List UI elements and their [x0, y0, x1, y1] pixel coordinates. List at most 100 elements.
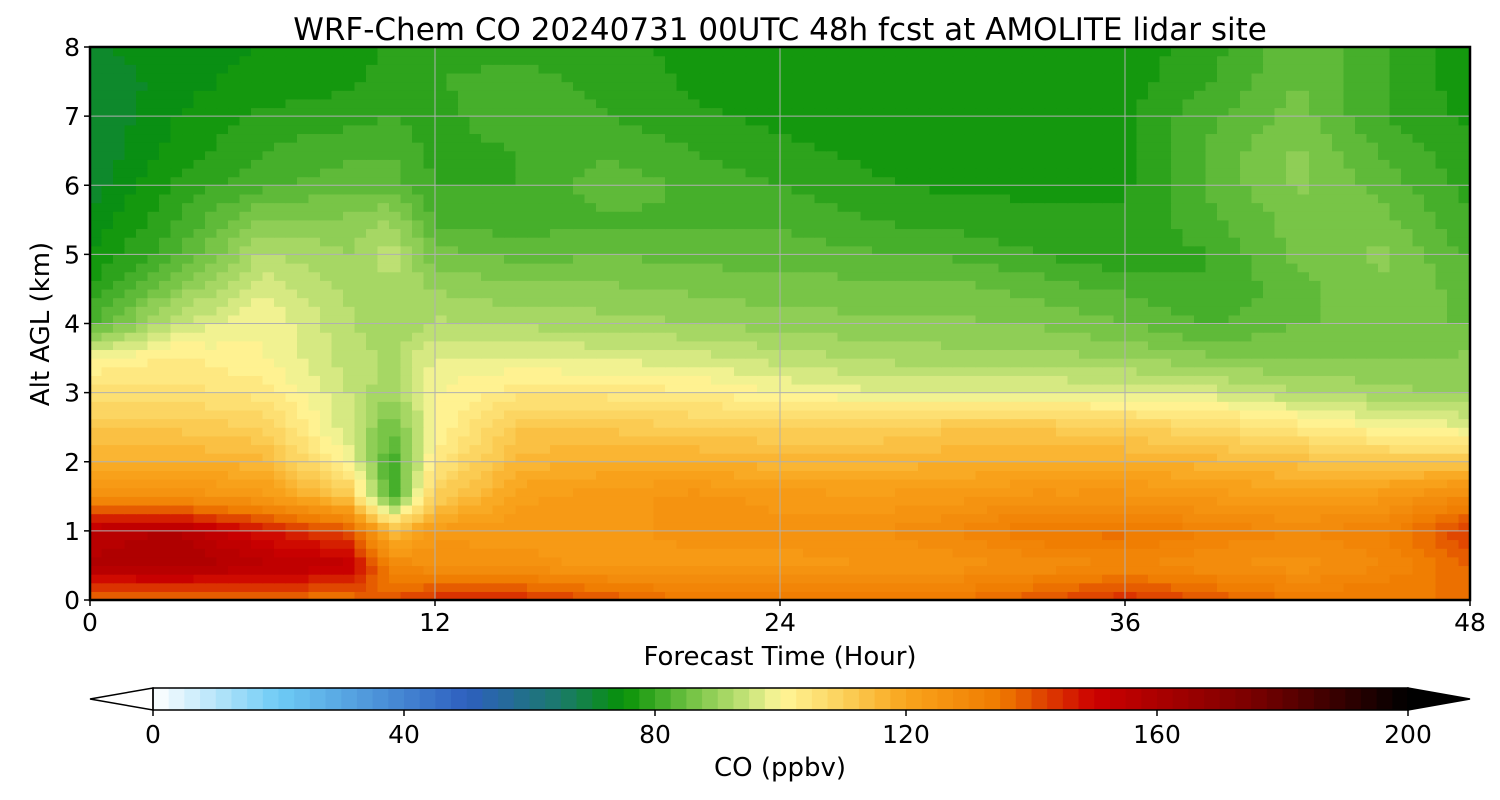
- heatmap-cell: [573, 479, 586, 489]
- heatmap-cell: [446, 444, 459, 454]
- heatmap-cell: [538, 487, 551, 497]
- heatmap-cell: [1148, 418, 1161, 428]
- heatmap-cell: [550, 453, 563, 463]
- heatmap-cell: [113, 245, 126, 255]
- heatmap-cell: [170, 513, 183, 523]
- heatmap-cell: [1297, 340, 1310, 351]
- heatmap-cell: [630, 237, 643, 247]
- heatmap-cell: [262, 401, 275, 411]
- heatmap-cell: [1320, 539, 1333, 549]
- heatmap-cell: [550, 314, 563, 325]
- heatmap-cell: [1113, 556, 1126, 567]
- heatmap-cell: [331, 461, 344, 471]
- heatmap-cell: [331, 479, 344, 489]
- heatmap-cell: [918, 314, 931, 325]
- heatmap-cell: [1010, 556, 1023, 567]
- heatmap-cell: [538, 340, 551, 351]
- heatmap-cell: [929, 487, 942, 497]
- heatmap-cell: [584, 332, 597, 342]
- heatmap-cell: [297, 427, 310, 437]
- heatmap-cell: [860, 574, 873, 584]
- heatmap-cell: [699, 392, 712, 402]
- heatmap-cell: [619, 556, 632, 567]
- heatmap-cell: [1056, 314, 1069, 325]
- heatmap-cell: [561, 288, 574, 299]
- heatmap-cell: [860, 591, 873, 601]
- heatmap-cell: [1125, 245, 1138, 255]
- heatmap-cell: [446, 375, 459, 385]
- heatmap-cell: [1320, 332, 1333, 342]
- heatmap-cell: [1182, 496, 1195, 506]
- heatmap-cell: [423, 366, 436, 376]
- heatmap-cell: [113, 530, 126, 541]
- heatmap-cell: [1171, 297, 1184, 307]
- heatmap-cell: [987, 556, 1000, 567]
- heatmap-cell: [561, 375, 574, 385]
- heatmap-cell: [573, 444, 586, 454]
- heatmap-cell: [860, 409, 873, 420]
- heatmap-cell: [550, 427, 563, 437]
- heatmap-cell: [872, 444, 885, 454]
- heatmap-cell: [412, 237, 425, 247]
- heatmap-cell: [803, 332, 816, 342]
- heatmap-cell: [642, 340, 655, 351]
- heatmap-cell: [216, 565, 229, 575]
- heatmap-cell: [1148, 383, 1161, 394]
- heatmap-cell: [964, 314, 977, 325]
- heatmap-cell: [573, 358, 586, 368]
- heatmap-cell: [446, 539, 459, 549]
- heatmap-cell: [837, 280, 850, 290]
- heatmap-cell: [837, 487, 850, 497]
- heatmap-cell: [1366, 392, 1379, 402]
- heatmap-cell: [642, 366, 655, 376]
- heatmap-cell: [1217, 366, 1230, 376]
- heatmap-cell: [1125, 254, 1138, 264]
- heatmap-cell: [366, 375, 379, 385]
- heatmap-cell: [665, 418, 678, 428]
- heatmap-cell: [941, 271, 954, 281]
- heatmap-cell: [550, 271, 563, 281]
- heatmap-cell: [1412, 280, 1425, 290]
- heatmap-cell: [251, 349, 264, 359]
- heatmap-cell: [1378, 496, 1391, 506]
- heatmap-cell: [1159, 280, 1172, 290]
- heatmap-cell: [1102, 591, 1115, 601]
- heatmap-cell: [527, 479, 540, 489]
- heatmap-cell: [596, 263, 609, 273]
- heatmap-cell: [435, 297, 448, 307]
- heatmap-cell: [918, 288, 931, 299]
- heatmap-cell: [745, 288, 758, 299]
- heatmap-cell: [768, 375, 781, 385]
- heatmap-cell: [676, 340, 689, 351]
- heatmap-cell: [274, 582, 287, 592]
- heatmap-cell: [400, 349, 413, 359]
- heatmap-cell: [607, 496, 620, 506]
- heatmap-cell: [745, 461, 758, 471]
- heatmap-cell: [1332, 280, 1345, 290]
- heatmap-cell: [1159, 409, 1172, 420]
- heatmap-cell: [423, 591, 436, 601]
- heatmap-cell: [826, 427, 839, 437]
- heatmap-cell: [136, 565, 149, 575]
- heatmap-cell: [1332, 375, 1345, 385]
- heatmap-cell: [1136, 314, 1149, 325]
- heatmap-cell: [113, 392, 126, 402]
- heatmap-cell: [170, 332, 183, 342]
- heatmap-cell: [458, 306, 471, 316]
- heatmap-cell: [1366, 496, 1379, 506]
- heatmap-cell: [389, 237, 402, 247]
- heatmap-cell: [308, 297, 321, 307]
- heatmap-cell: [136, 383, 149, 394]
- heatmap-cell: [1412, 332, 1425, 342]
- heatmap-cell: [228, 280, 241, 290]
- heatmap-cell: [377, 487, 390, 497]
- heatmap-cell: [1297, 548, 1310, 558]
- heatmap-cell: [239, 487, 252, 497]
- heatmap-cell: [458, 245, 471, 255]
- heatmap-cell: [343, 479, 356, 489]
- heatmap-cell: [1217, 548, 1230, 558]
- heatmap-cell: [343, 297, 356, 307]
- heatmap-cell: [745, 349, 758, 359]
- heatmap-cell: [745, 574, 758, 584]
- heatmap-cell: [630, 427, 643, 437]
